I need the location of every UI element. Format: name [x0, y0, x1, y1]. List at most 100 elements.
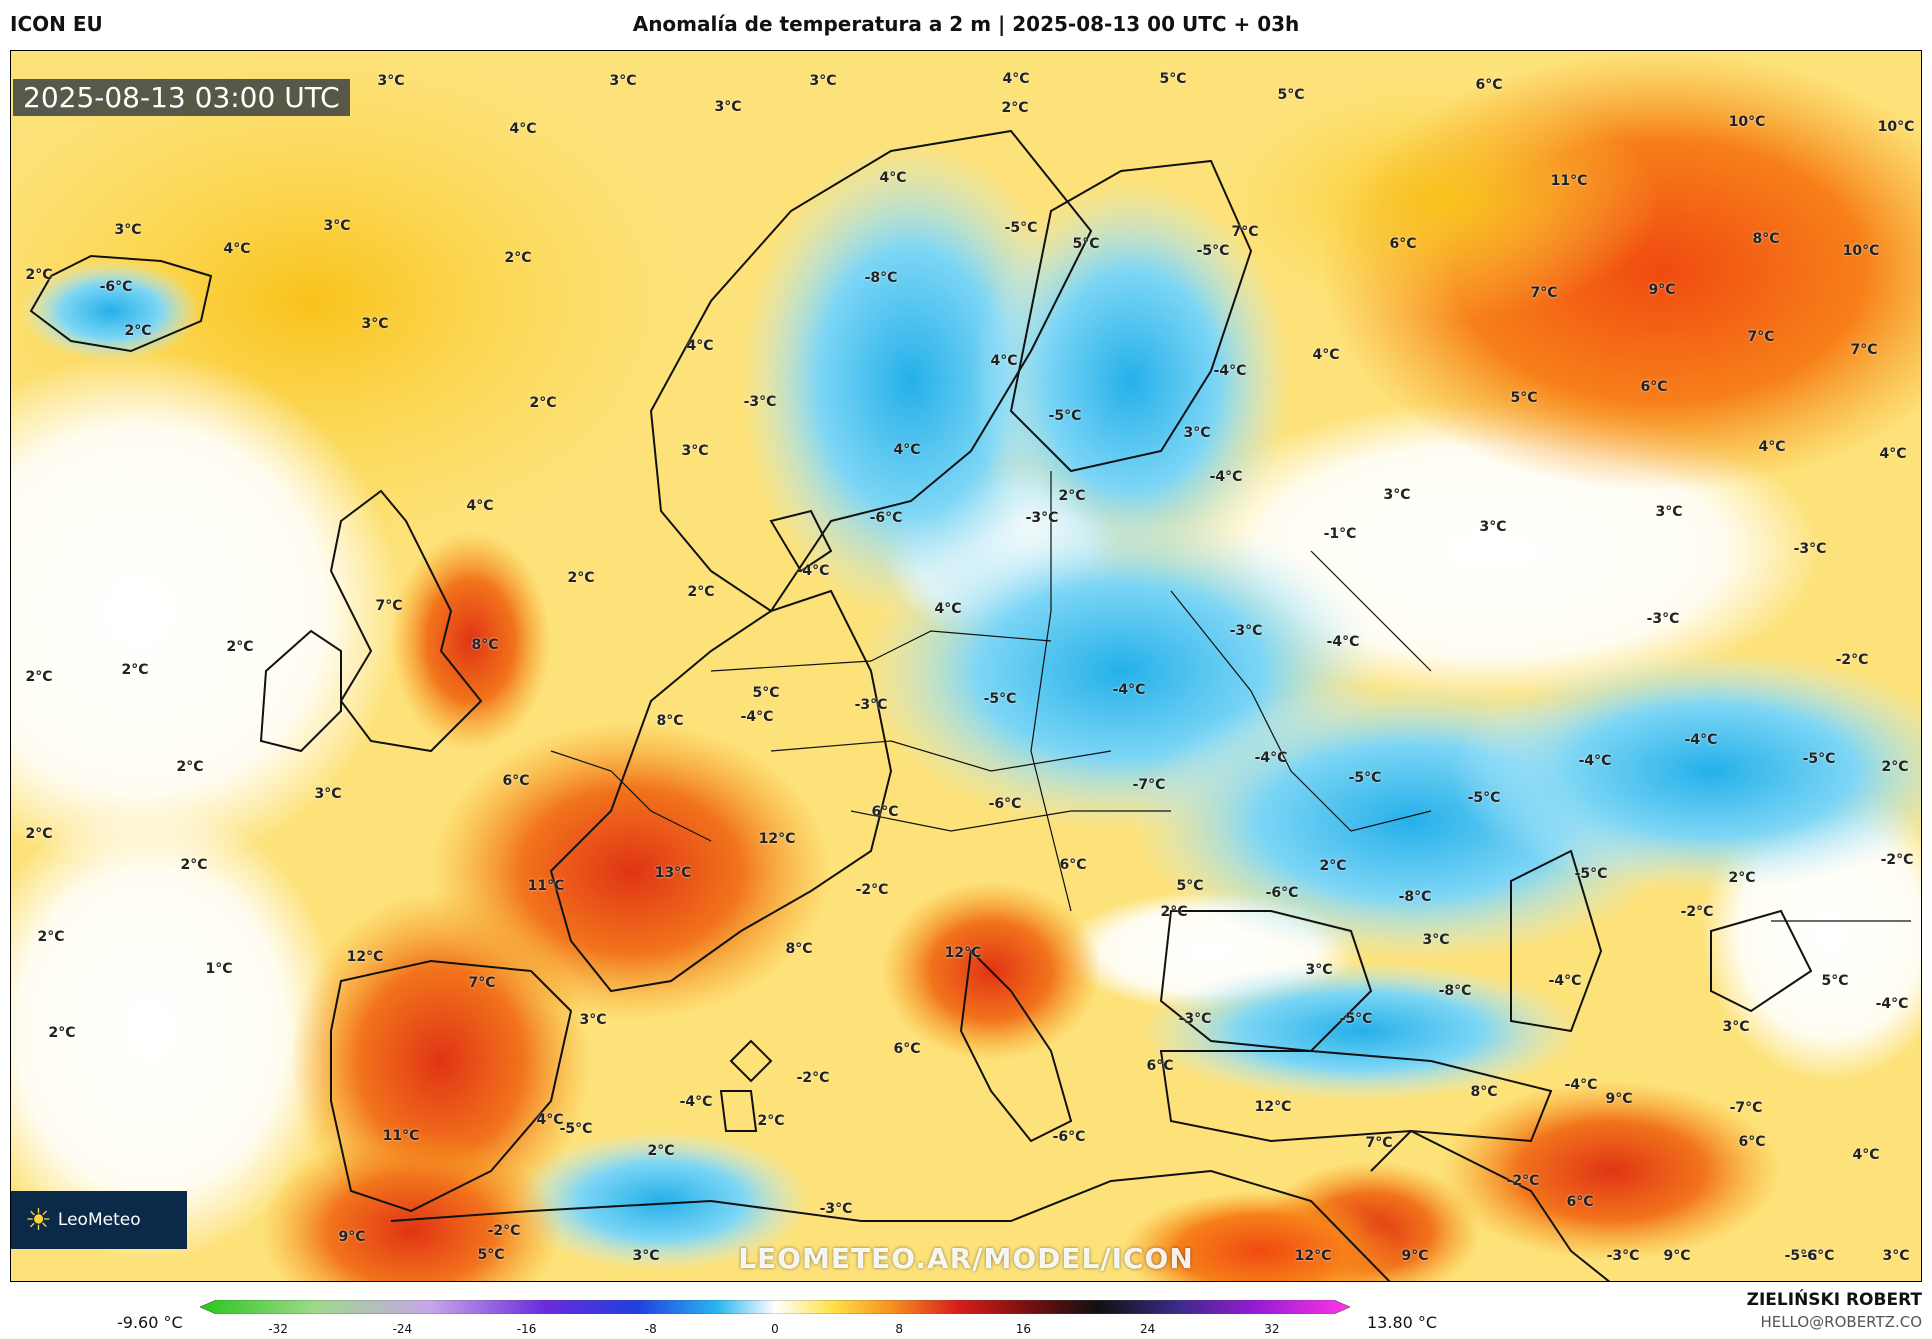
temperature-label: 2°C	[25, 826, 53, 842]
temperature-label: 2°C	[1001, 100, 1029, 116]
legend-min-value: -9.60 °C	[117, 1313, 183, 1332]
temperature-label: 3°C	[361, 316, 389, 332]
temperature-label: 11°C	[527, 878, 565, 894]
temperature-label: 2°C	[529, 395, 557, 411]
temperature-label: 7°C	[375, 598, 403, 614]
temperature-label: 5°C	[1176, 878, 1204, 894]
temperature-label: -4°C	[1875, 996, 1909, 1012]
temperature-label: -4°C	[1213, 363, 1247, 379]
temperature-label: 7°C	[1850, 342, 1878, 358]
temperature-label: 4°C	[686, 338, 714, 354]
temperature-label: 3°C	[1183, 425, 1211, 441]
author-credit: ZIELIŃSKI ROBERT	[1746, 1290, 1922, 1310]
temperature-label: 3°C	[714, 99, 742, 115]
scale-tick-label: 16	[1015, 1322, 1032, 1336]
scale-tick-label: 24	[1140, 1322, 1156, 1336]
temperature-label: 4°C	[990, 353, 1018, 369]
temperature-label: -5°C	[1339, 1011, 1373, 1027]
temperature-label: 2°C	[25, 669, 53, 685]
temperature-label: 2°C	[757, 1113, 785, 1129]
temperature-label: 3°C	[579, 1012, 607, 1028]
temperature-label: -4°C	[1326, 634, 1360, 650]
temperature-label: 7°C	[468, 975, 496, 991]
temperature-label: 2°C	[226, 639, 254, 655]
temperature-label: -3°C	[1646, 611, 1680, 627]
temperature-label: 4°C	[1758, 439, 1786, 455]
temperature-label: 4°C	[223, 241, 251, 257]
temperature-label: -5°C	[1784, 1248, 1818, 1264]
temperature-label: 3°C	[809, 73, 837, 89]
temperature-label: -5°C	[1004, 220, 1038, 236]
temperature-label: -7°C	[1132, 777, 1166, 793]
temperature-label: 3°C	[1722, 1019, 1750, 1035]
temperature-label: 8°C	[471, 637, 499, 653]
temperature-label: 12°C	[1254, 1099, 1292, 1115]
temperature-label: 3°C	[1655, 504, 1683, 520]
temperature-label: -3°C	[1606, 1248, 1640, 1264]
temperature-label: -4°C	[796, 563, 830, 579]
temperature-label: -4°C	[1564, 1077, 1598, 1093]
temperature-label: 2°C	[1319, 858, 1347, 874]
temperature-label: 6°C	[502, 773, 530, 789]
leometeo-logo[interactable]: ☀ LeoMeteo	[11, 1191, 187, 1249]
temperature-label: 12°C	[346, 949, 384, 965]
temperature-label: 4°C	[1852, 1147, 1880, 1163]
scale-tick-label: 0	[771, 1322, 779, 1336]
temperature-label: 2°C	[25, 267, 53, 283]
temperature-label: -4°C	[1684, 732, 1718, 748]
temperature-label: -2°C	[1680, 904, 1714, 920]
temperature-label: 5°C	[477, 1247, 505, 1263]
temperature-label: 5°C	[1277, 87, 1305, 103]
scale-tick-label: -8	[644, 1322, 657, 1336]
valid-time-badge: 2025-08-13 03:00 UTC	[13, 79, 350, 116]
temperature-label: 5°C	[752, 685, 780, 701]
temperature-label: -6°C	[869, 510, 903, 526]
temperature-label: 3°C	[377, 73, 405, 89]
temperature-label: 6°C	[1738, 1134, 1766, 1150]
temperature-label: 13°C	[654, 865, 692, 881]
temperature-label: 6°C	[871, 804, 899, 820]
temperature-label: 8°C	[1470, 1084, 1498, 1100]
temperature-label: -5°C	[1348, 770, 1382, 786]
temperature-label: 4°C	[1312, 347, 1340, 363]
temperature-label: 2°C	[124, 323, 152, 339]
logo-text: LeoMeteo	[57, 1210, 141, 1230]
temperature-label: 10°C	[1728, 114, 1766, 130]
author-email[interactable]: HELLO@ROBERTZ.CO	[1760, 1313, 1922, 1331]
temperature-label: -6°C	[988, 796, 1022, 812]
temperature-label: 1°C	[205, 961, 233, 977]
temperature-label: 2°C	[1728, 870, 1756, 886]
temperature-label: 3°C	[1882, 1248, 1910, 1264]
temperature-label: -3°C	[1793, 541, 1827, 557]
model-name: ICON EU	[10, 12, 103, 36]
temperature-label: -5°C	[983, 691, 1017, 707]
scale-tick-label: 32	[1264, 1322, 1280, 1336]
temperature-label: 7°C	[1747, 329, 1775, 345]
temperature-label: 6°C	[1566, 1194, 1594, 1210]
temperature-label: -1°C	[1323, 526, 1357, 542]
temperature-label: 6°C	[893, 1041, 921, 1057]
temperature-label: -7°C	[1729, 1100, 1763, 1116]
temperature-label: 2°C	[48, 1025, 76, 1041]
temperature-label: 12°C	[1294, 1248, 1332, 1264]
temperature-label: 5°C	[1072, 236, 1100, 252]
temperature-label: -4°C	[1209, 469, 1243, 485]
color-scale-bar	[200, 1300, 1350, 1314]
temperature-label: 9°C	[338, 1229, 366, 1245]
temperature-label: -5°C	[1048, 408, 1082, 424]
temperature-label: 9°C	[1648, 282, 1676, 298]
temperature-label: -4°C	[1578, 753, 1612, 769]
temperature-label: 2°C	[687, 584, 715, 600]
site-watermark: LEOMETEO.AR/MODEL/ICON	[738, 1242, 1194, 1275]
temperature-label: -5°C	[1802, 751, 1836, 767]
temperature-label: 2°C	[1160, 904, 1188, 920]
temperature-label: 2°C	[567, 570, 595, 586]
temperature-label: -5°C	[1196, 243, 1230, 259]
temperature-label: -6°C	[1265, 885, 1299, 901]
scale-tick-label: -16	[516, 1322, 537, 1336]
temperature-label: 2°C	[647, 1143, 675, 1159]
temperature-label: 5°C	[1821, 973, 1849, 989]
temperature-label: 3°C	[1305, 962, 1333, 978]
temperature-label: 8°C	[785, 941, 813, 957]
temperature-anomaly-map[interactable]: 3°C 3°C 3°C 4°C 5°C 5°C 6°C 2°C 3°C 4°C 10°C 10°C 4°…	[10, 50, 1922, 1282]
